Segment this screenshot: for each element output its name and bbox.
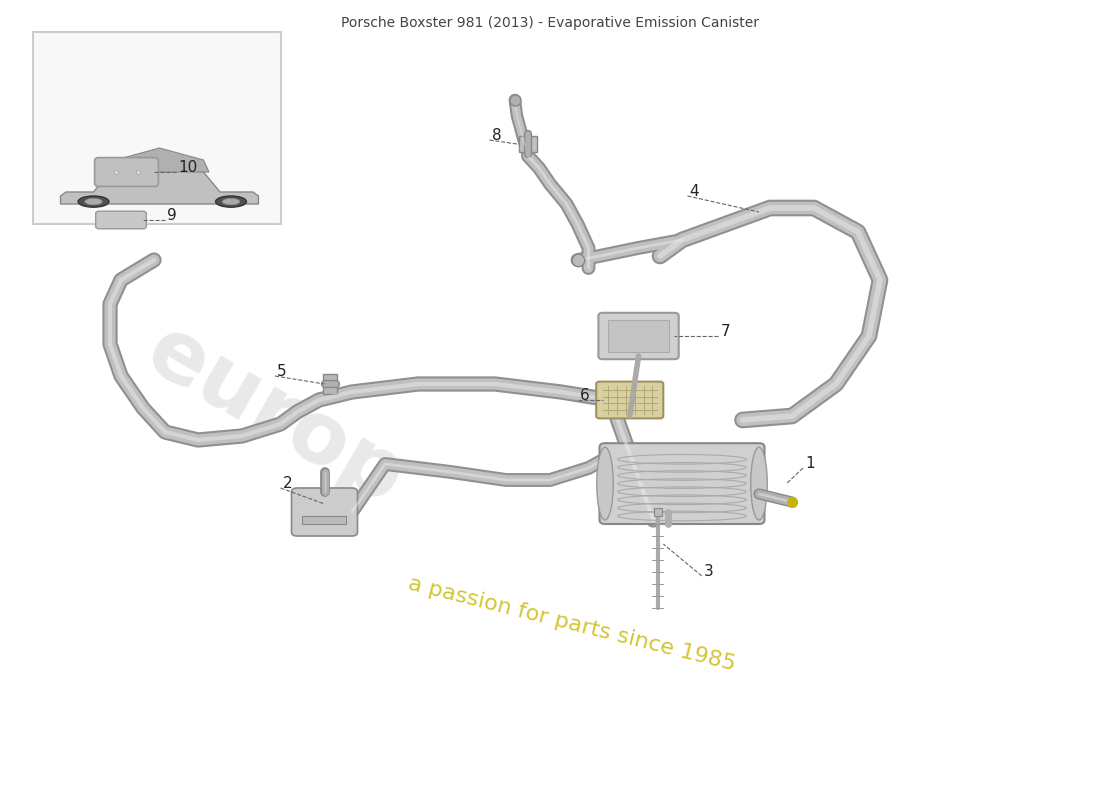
Text: europ: europ xyxy=(132,310,418,522)
Bar xyxy=(519,136,537,152)
Text: 8: 8 xyxy=(492,128,502,143)
Bar xyxy=(33,32,280,224)
FancyBboxPatch shape xyxy=(596,382,663,418)
Ellipse shape xyxy=(216,196,246,207)
Text: 1: 1 xyxy=(805,456,815,471)
Text: 3: 3 xyxy=(704,564,714,579)
FancyBboxPatch shape xyxy=(292,488,358,536)
Bar xyxy=(608,320,669,352)
Text: 6: 6 xyxy=(580,388,590,403)
FancyBboxPatch shape xyxy=(600,443,764,524)
Polygon shape xyxy=(104,148,209,172)
Ellipse shape xyxy=(78,196,109,207)
Text: 7: 7 xyxy=(720,324,730,339)
Ellipse shape xyxy=(85,198,102,205)
FancyBboxPatch shape xyxy=(598,313,679,359)
Text: 9: 9 xyxy=(167,208,177,223)
Ellipse shape xyxy=(596,447,614,520)
Text: 2: 2 xyxy=(283,476,293,491)
Text: a passion for parts since 1985: a passion for parts since 1985 xyxy=(406,574,738,674)
Ellipse shape xyxy=(222,198,240,205)
Bar xyxy=(323,374,337,394)
Ellipse shape xyxy=(751,447,768,520)
Text: 10: 10 xyxy=(178,160,198,175)
Bar xyxy=(302,516,346,524)
Text: 4: 4 xyxy=(690,184,700,199)
Text: Porsche Boxster 981 (2013) - Evaporative Emission Canister: Porsche Boxster 981 (2013) - Evaporative… xyxy=(341,16,759,30)
FancyBboxPatch shape xyxy=(96,211,146,229)
Polygon shape xyxy=(60,168,258,204)
Text: 5: 5 xyxy=(277,364,287,379)
FancyBboxPatch shape xyxy=(95,158,158,186)
